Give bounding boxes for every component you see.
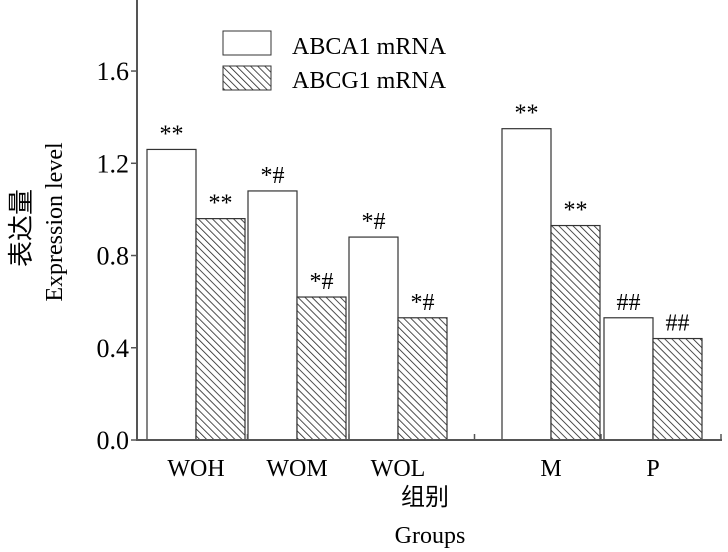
legend-swatch-abca1 xyxy=(222,30,272,56)
axes-group: WOH WOM WOL M P 0.0 0.4 0.8 1.2 1.6 xyxy=(97,0,722,482)
significance-label: *# xyxy=(310,269,334,295)
significance-label: ** xyxy=(515,101,539,127)
bar-woh-abca1 xyxy=(146,148,197,441)
x-tick-label: WOL xyxy=(371,456,426,482)
y-axis-title-cn: 表达量 xyxy=(7,189,36,267)
x-tick-label: WOM xyxy=(266,456,327,482)
significance-label: *# xyxy=(362,209,386,235)
bar-wom-abca1 xyxy=(247,190,298,441)
bar-p-abcg1 xyxy=(652,337,703,441)
legend: ABCA1 mRNA ABCG1 mRNA xyxy=(222,30,447,94)
significance-label: ** xyxy=(160,121,184,147)
bars-group: ** ** *# *# *# *# ** ** ## ## xyxy=(146,101,703,441)
bar-p-abca1 xyxy=(603,317,654,441)
legend-swatch-abcg1 xyxy=(222,65,272,91)
significance-label: ** xyxy=(564,198,588,224)
significance-label: ## xyxy=(617,290,641,316)
bar-wol-abcg1 xyxy=(397,317,448,441)
bar-wol-abca1 xyxy=(348,236,399,441)
legend-label-abcg1: ABCG1 mRNA xyxy=(292,68,447,94)
y-tick-label: 0.8 xyxy=(97,242,130,271)
x-tick-label: M xyxy=(540,456,561,482)
significance-label: ## xyxy=(666,311,690,337)
significance-label: ** xyxy=(209,191,233,217)
x-axis-title-cn: 组别 xyxy=(401,484,449,511)
significance-label: *# xyxy=(261,163,285,189)
y-tick-label: 1.2 xyxy=(97,149,130,178)
y-axis-title-en: Expression level xyxy=(42,142,68,302)
y-tick-label: 0.0 xyxy=(97,426,130,455)
legend-label-abca1: ABCA1 mRNA xyxy=(292,34,447,60)
bar-m-abcg1 xyxy=(550,224,601,441)
bar-m-abca1 xyxy=(501,128,552,441)
y-tick-label: 1.6 xyxy=(97,57,130,86)
x-tick-label: WOH xyxy=(167,456,224,482)
x-axis-title-en: Groups xyxy=(395,523,466,549)
bar-woh-abcg1 xyxy=(195,218,246,441)
y-tick-label: 0.4 xyxy=(97,334,130,363)
significance-label: *# xyxy=(411,290,435,316)
bar-wom-abcg1 xyxy=(296,296,347,441)
x-tick-label: P xyxy=(646,456,659,482)
